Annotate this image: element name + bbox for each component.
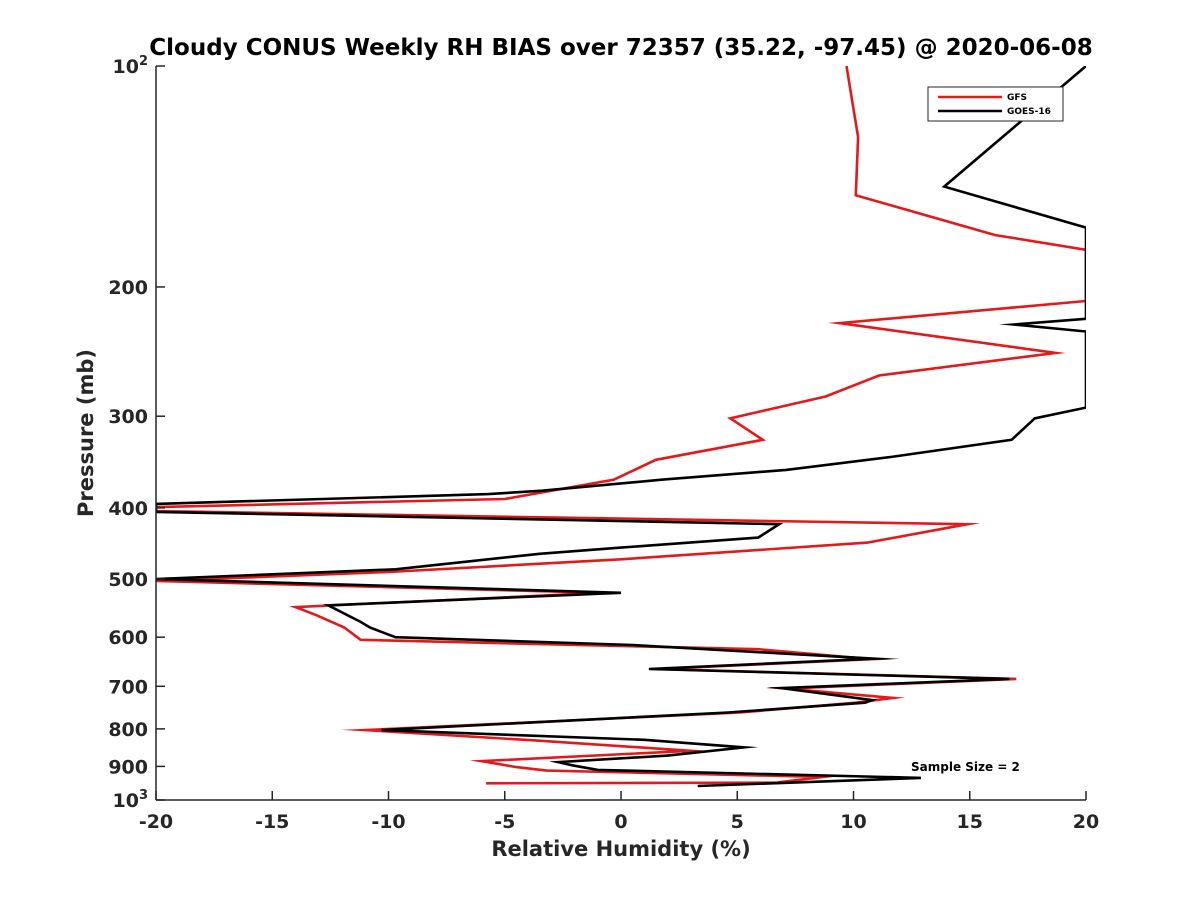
x-tick-label: -10 (371, 811, 405, 833)
chart-title: Cloudy CONUS Weekly RH BIAS over 72357 (… (149, 35, 1092, 61)
y-tick-label: 800 (108, 719, 148, 741)
x-tick-label: 20 (1073, 811, 1099, 833)
x-axis-label: Relative Humidity (%) (491, 837, 750, 861)
x-tick-label: 5 (731, 811, 744, 833)
legend-label-gfs: GFS (1007, 93, 1027, 103)
x-tick-label: 10 (840, 811, 866, 833)
y-tick-label: 700 (108, 676, 148, 698)
y-tick-label: 500 (108, 569, 148, 591)
x-tick-label: -5 (494, 811, 515, 833)
sample-size-annotation: Sample Size = 2 (911, 760, 1020, 774)
series-line-goes16 (156, 66, 1086, 788)
series-layer (156, 66, 1086, 788)
x-tick-label: -20 (139, 811, 173, 833)
y-tick-label: 900 (108, 756, 148, 778)
x-tick-label: 15 (957, 811, 983, 833)
y-tick-label: 600 (108, 627, 148, 649)
x-tick-label: 0 (614, 811, 627, 833)
legend-box (927, 86, 1064, 122)
x-tick-label: -15 (255, 811, 289, 833)
y-tick-label: 102 (113, 54, 149, 78)
x-ticks: -20 -15 -10 -5 0 5 10 15 20 (139, 791, 1099, 833)
y-tick-label: 400 (108, 498, 148, 520)
legend: GFS GOES-16 (927, 86, 1064, 122)
y-tick-label: 300 (108, 406, 148, 428)
y-tick-label: 200 (108, 277, 148, 299)
legend-label-goes16: GOES-16 (1007, 107, 1051, 117)
y-axis-label: Pressure (mb) (74, 349, 98, 517)
